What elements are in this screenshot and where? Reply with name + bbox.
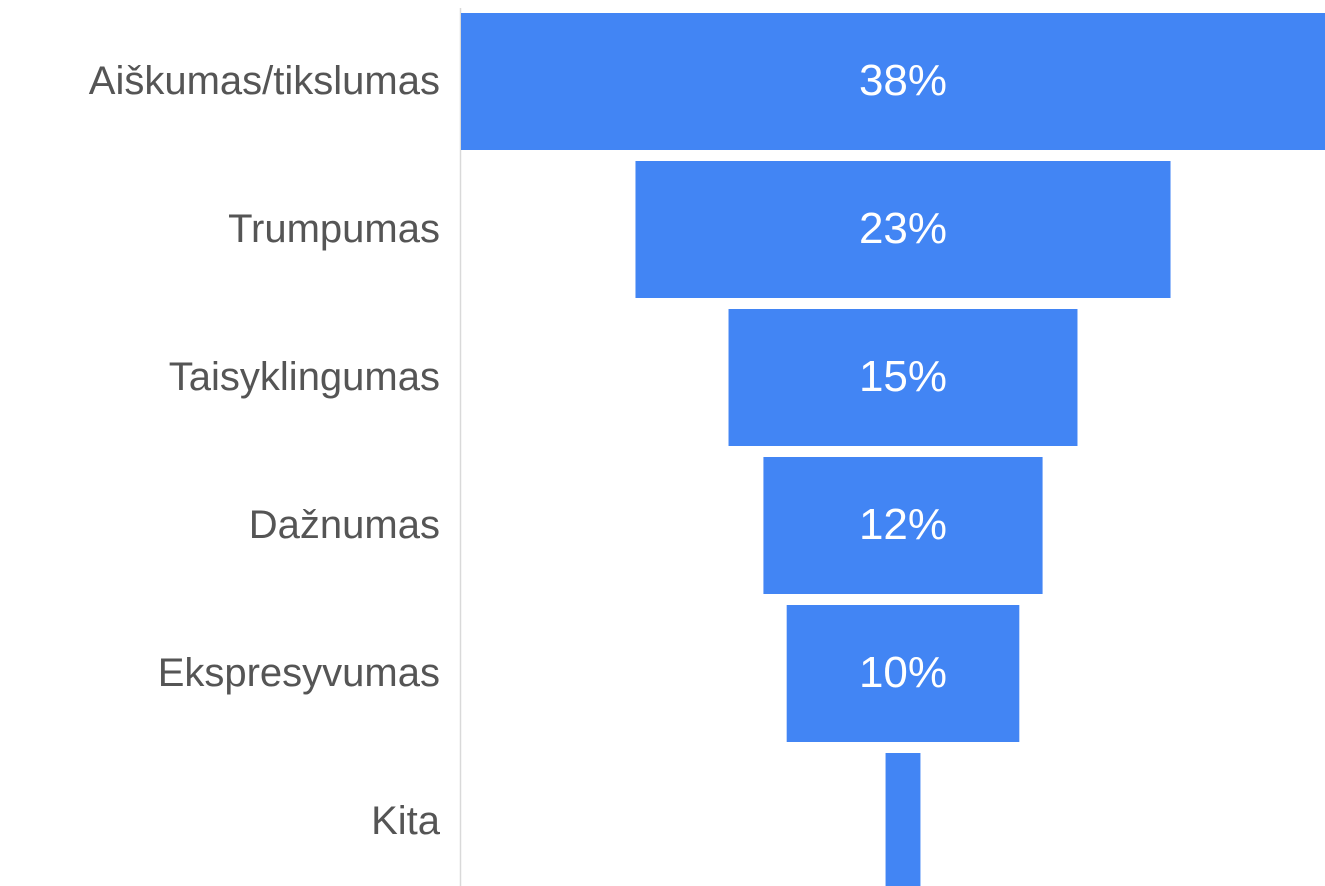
funnel-bar <box>728 309 1078 446</box>
category-label: Aiškumas/tikslumas <box>89 59 440 103</box>
category-label: Ekspresyvumas <box>158 651 440 695</box>
funnel-bar <box>786 605 1020 742</box>
funnel-bar <box>635 161 1171 298</box>
value-label: 38% <box>859 56 947 105</box>
category-label: Dažnumas <box>249 503 440 547</box>
funnel-bar <box>461 13 1325 150</box>
value-label: 10% <box>859 648 947 697</box>
category-label: Trumpumas <box>228 207 440 251</box>
category-label: Kita <box>371 799 441 843</box>
funnel-bar <box>885 753 921 886</box>
value-label: 23% <box>859 204 947 253</box>
value-label: 15% <box>859 352 947 401</box>
category-label: Taisyklingumas <box>169 355 440 399</box>
funnel-bar <box>763 457 1043 594</box>
value-label: 12% <box>859 500 947 549</box>
